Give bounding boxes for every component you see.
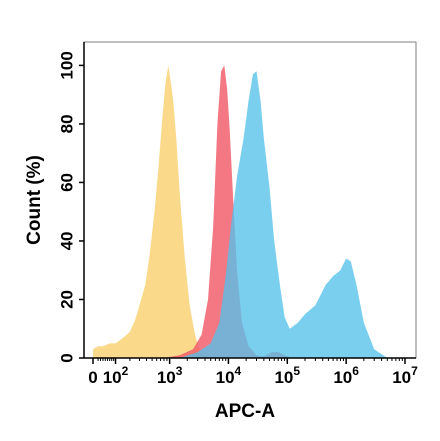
x-tick-label: 103 — [157, 364, 183, 387]
x-tick-label: 104 — [216, 364, 242, 387]
x-tick-label: 107 — [392, 364, 418, 387]
y-tick-label: 0 — [57, 353, 76, 362]
y-axis-title: Count (%) — [24, 155, 45, 245]
series-2-area — [164, 65, 292, 359]
series-3-area — [180, 71, 388, 359]
y-tick-label: 80 — [57, 114, 76, 133]
x-tick-label: 0 — [88, 368, 97, 387]
x-tick-label: 106 — [333, 364, 359, 387]
x-tick-label: 105 — [274, 364, 300, 387]
y-tick-label: 20 — [57, 290, 76, 309]
x-tick-label: 102 — [103, 364, 129, 387]
y-tick-label: 40 — [57, 232, 76, 251]
series-layer — [93, 65, 388, 359]
y-tick-label: 100 — [57, 51, 76, 79]
y-tick-label: 60 — [57, 173, 76, 192]
series-1-area — [93, 65, 218, 359]
x-axis-title: APC-A — [215, 401, 275, 422]
axis-layer: 0 20 40 60 80 100 0 102 103 104 105 106 107 — [57, 42, 418, 387]
